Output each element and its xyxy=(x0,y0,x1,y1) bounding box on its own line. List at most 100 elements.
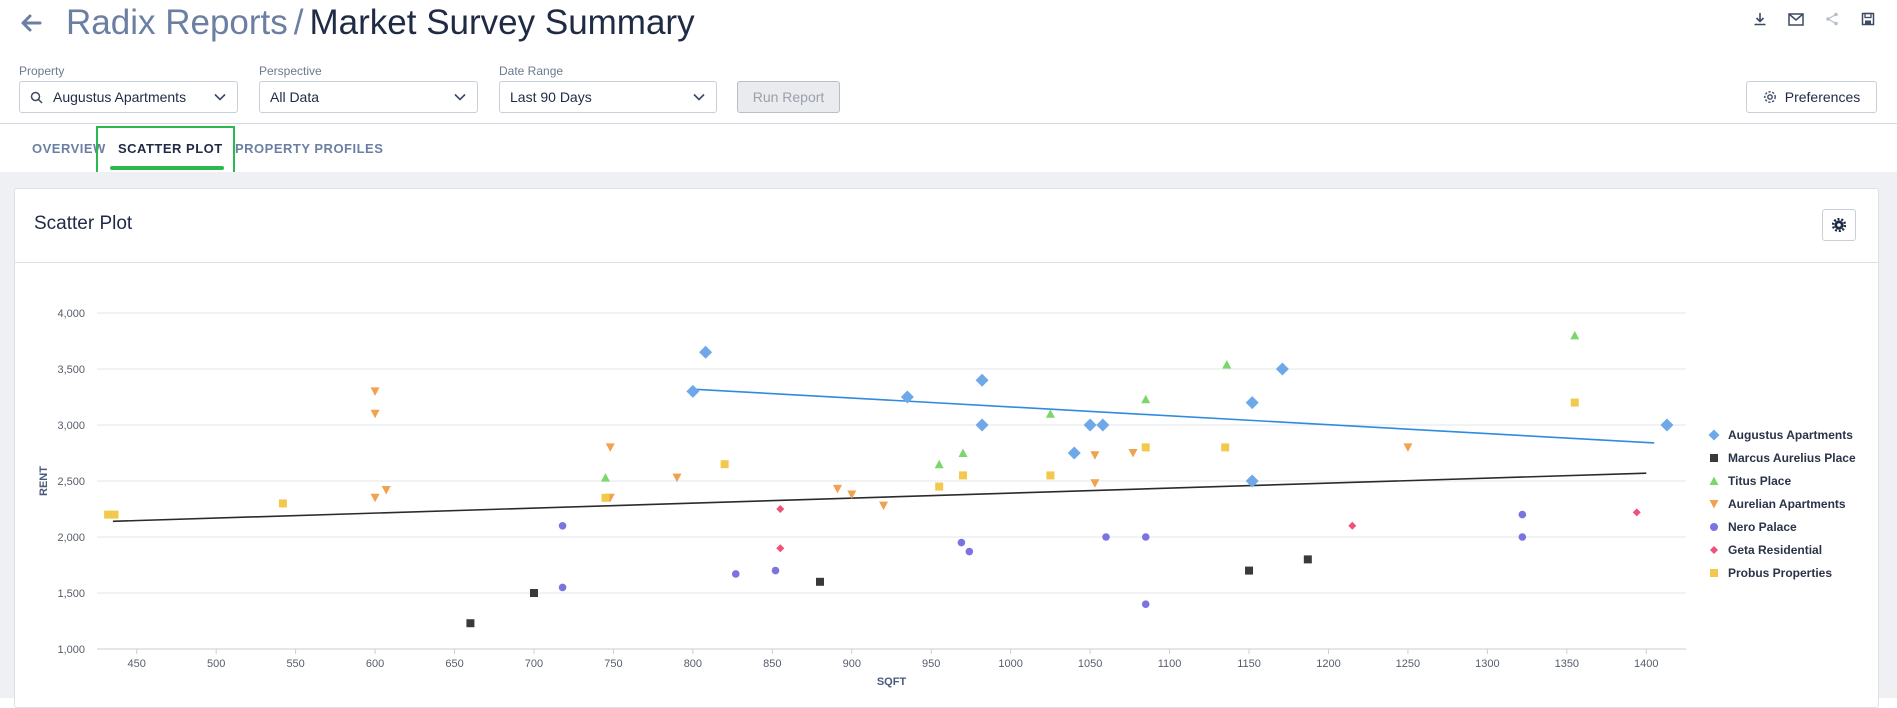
data-point xyxy=(815,577,824,586)
data-point xyxy=(832,484,842,494)
tab-overview[interactable]: OVERVIEW xyxy=(32,140,106,156)
perspective-value: All Data xyxy=(270,89,320,105)
data-point xyxy=(900,390,914,404)
data-point xyxy=(1275,362,1289,376)
x-tick-label: 1200 xyxy=(1316,658,1340,670)
legend-marker-icon xyxy=(1710,545,1718,554)
x-tick-label: 1050 xyxy=(1078,658,1102,670)
legend-item[interactable]: Nero Palace xyxy=(1708,515,1856,538)
x-tick-label: 600 xyxy=(366,658,384,670)
data-point xyxy=(957,538,966,547)
date-range-label: Date Range xyxy=(499,64,564,78)
legend-label: Marcus Aurelius Place xyxy=(1728,450,1856,465)
download-icon[interactable] xyxy=(1751,10,1769,28)
data-point xyxy=(1632,508,1641,517)
back-arrow-icon[interactable] xyxy=(18,10,44,36)
data-point xyxy=(699,345,713,359)
data-point xyxy=(1221,443,1230,452)
data-point xyxy=(1518,533,1527,541)
x-tick-label: 1350 xyxy=(1555,658,1579,670)
data-point xyxy=(1245,474,1259,488)
chevron-down-icon xyxy=(453,90,467,104)
data-point xyxy=(879,501,889,511)
chart-settings-button[interactable] xyxy=(1822,209,1856,241)
scatter-chart: 1,000 1,500 2,000 2,500 3,000 3,500 4,000 450 50… xyxy=(38,308,1686,688)
data-point xyxy=(672,473,682,483)
data-point xyxy=(1141,600,1150,608)
data-point xyxy=(466,619,475,628)
data-point xyxy=(1245,396,1259,410)
y-tick-label: 2,000 xyxy=(57,532,85,544)
data-point xyxy=(1141,443,1150,452)
legend-label: Aurelian Apartments xyxy=(1728,496,1846,511)
data-point xyxy=(776,544,785,553)
date-range-value: Last 90 Days xyxy=(510,89,592,105)
data-point xyxy=(601,493,610,502)
data-point xyxy=(958,448,968,457)
legend-item[interactable]: Aurelian Apartments xyxy=(1708,492,1856,515)
y-tick-label: 2,500 xyxy=(57,476,85,488)
data-point xyxy=(1348,521,1357,530)
data-point xyxy=(975,373,989,387)
data-point xyxy=(529,589,538,597)
data-point xyxy=(1046,471,1055,480)
data-point xyxy=(1128,449,1138,458)
y-tick-label: 3,500 xyxy=(57,364,85,376)
data-point xyxy=(1090,451,1100,460)
tab-scatter-plot[interactable]: SCATTER PLOT xyxy=(118,140,223,156)
x-tick-label: 500 xyxy=(207,658,225,670)
page-header: Radix Reports / Market Survey Summary Prop… xyxy=(0,0,1897,124)
data-point xyxy=(720,460,729,469)
share-icon[interactable] xyxy=(1823,10,1841,28)
data-point xyxy=(1141,394,1151,404)
date-range-select[interactable]: Last 90 Days xyxy=(499,81,717,113)
data-point xyxy=(1660,418,1674,432)
y-tick-label: 3,000 xyxy=(57,420,85,432)
legend-item[interactable]: Geta Residential xyxy=(1708,538,1856,561)
x-tick-label: 1000 xyxy=(998,658,1022,670)
legend-item[interactable]: Marcus Aurelius Place xyxy=(1708,446,1856,469)
chart-legend: Augustus Apartments Marcus Aurelius Place… xyxy=(1708,423,1856,584)
chevron-down-icon xyxy=(213,90,227,104)
gear-icon xyxy=(1763,90,1777,104)
mail-icon[interactable] xyxy=(1787,10,1805,28)
x-tick-label: 1150 xyxy=(1237,658,1261,670)
data-point xyxy=(1518,510,1527,519)
y-tick-label: 1,000 xyxy=(57,644,85,656)
legend-marker-icon xyxy=(1709,476,1719,485)
run-report-button[interactable]: Run Report xyxy=(737,81,840,113)
data-point xyxy=(771,566,780,575)
property-select[interactable]: Augustus Apartments xyxy=(19,81,238,113)
y-axis-label: RENT xyxy=(38,466,50,496)
legend-label: Titus Place xyxy=(1728,473,1792,488)
data-point xyxy=(1045,409,1055,418)
breadcrumb-radix-reports[interactable]: Radix Reports xyxy=(66,3,288,42)
data-point xyxy=(370,493,380,503)
tab-property-profiles[interactable]: PROPERTY PROFILES xyxy=(235,140,384,156)
data-point xyxy=(959,471,968,480)
data-point xyxy=(975,418,989,432)
x-tick-label: 950 xyxy=(922,658,940,670)
data-point xyxy=(558,583,567,592)
report-tabs: OVERVIEW SCATTER PLOT PROPERTY PROFILES xyxy=(0,124,1897,172)
data-point xyxy=(104,510,113,519)
preferences-button[interactable]: Preferences xyxy=(1746,81,1877,113)
data-point xyxy=(1570,330,1580,340)
data-point xyxy=(1096,418,1110,432)
x-tick-label: 1400 xyxy=(1634,658,1658,670)
page-title: Radix Reports / Market Survey Summary xyxy=(66,2,695,44)
data-point xyxy=(1245,566,1254,575)
data-point xyxy=(370,409,380,419)
x-tick-label: 700 xyxy=(525,658,543,670)
data-point xyxy=(558,522,567,530)
data-point xyxy=(1067,446,1081,460)
x-tick-label: 850 xyxy=(763,658,781,670)
perspective-select[interactable]: All Data xyxy=(259,81,478,113)
data-point xyxy=(1403,443,1413,452)
save-icon[interactable] xyxy=(1859,10,1877,28)
legend-item[interactable]: Augustus Apartments xyxy=(1708,423,1856,446)
data-point xyxy=(1141,533,1150,541)
chevron-down-icon xyxy=(692,90,706,104)
legend-item[interactable]: Probus Properties xyxy=(1708,561,1856,584)
legend-item[interactable]: Titus Place xyxy=(1708,469,1856,492)
